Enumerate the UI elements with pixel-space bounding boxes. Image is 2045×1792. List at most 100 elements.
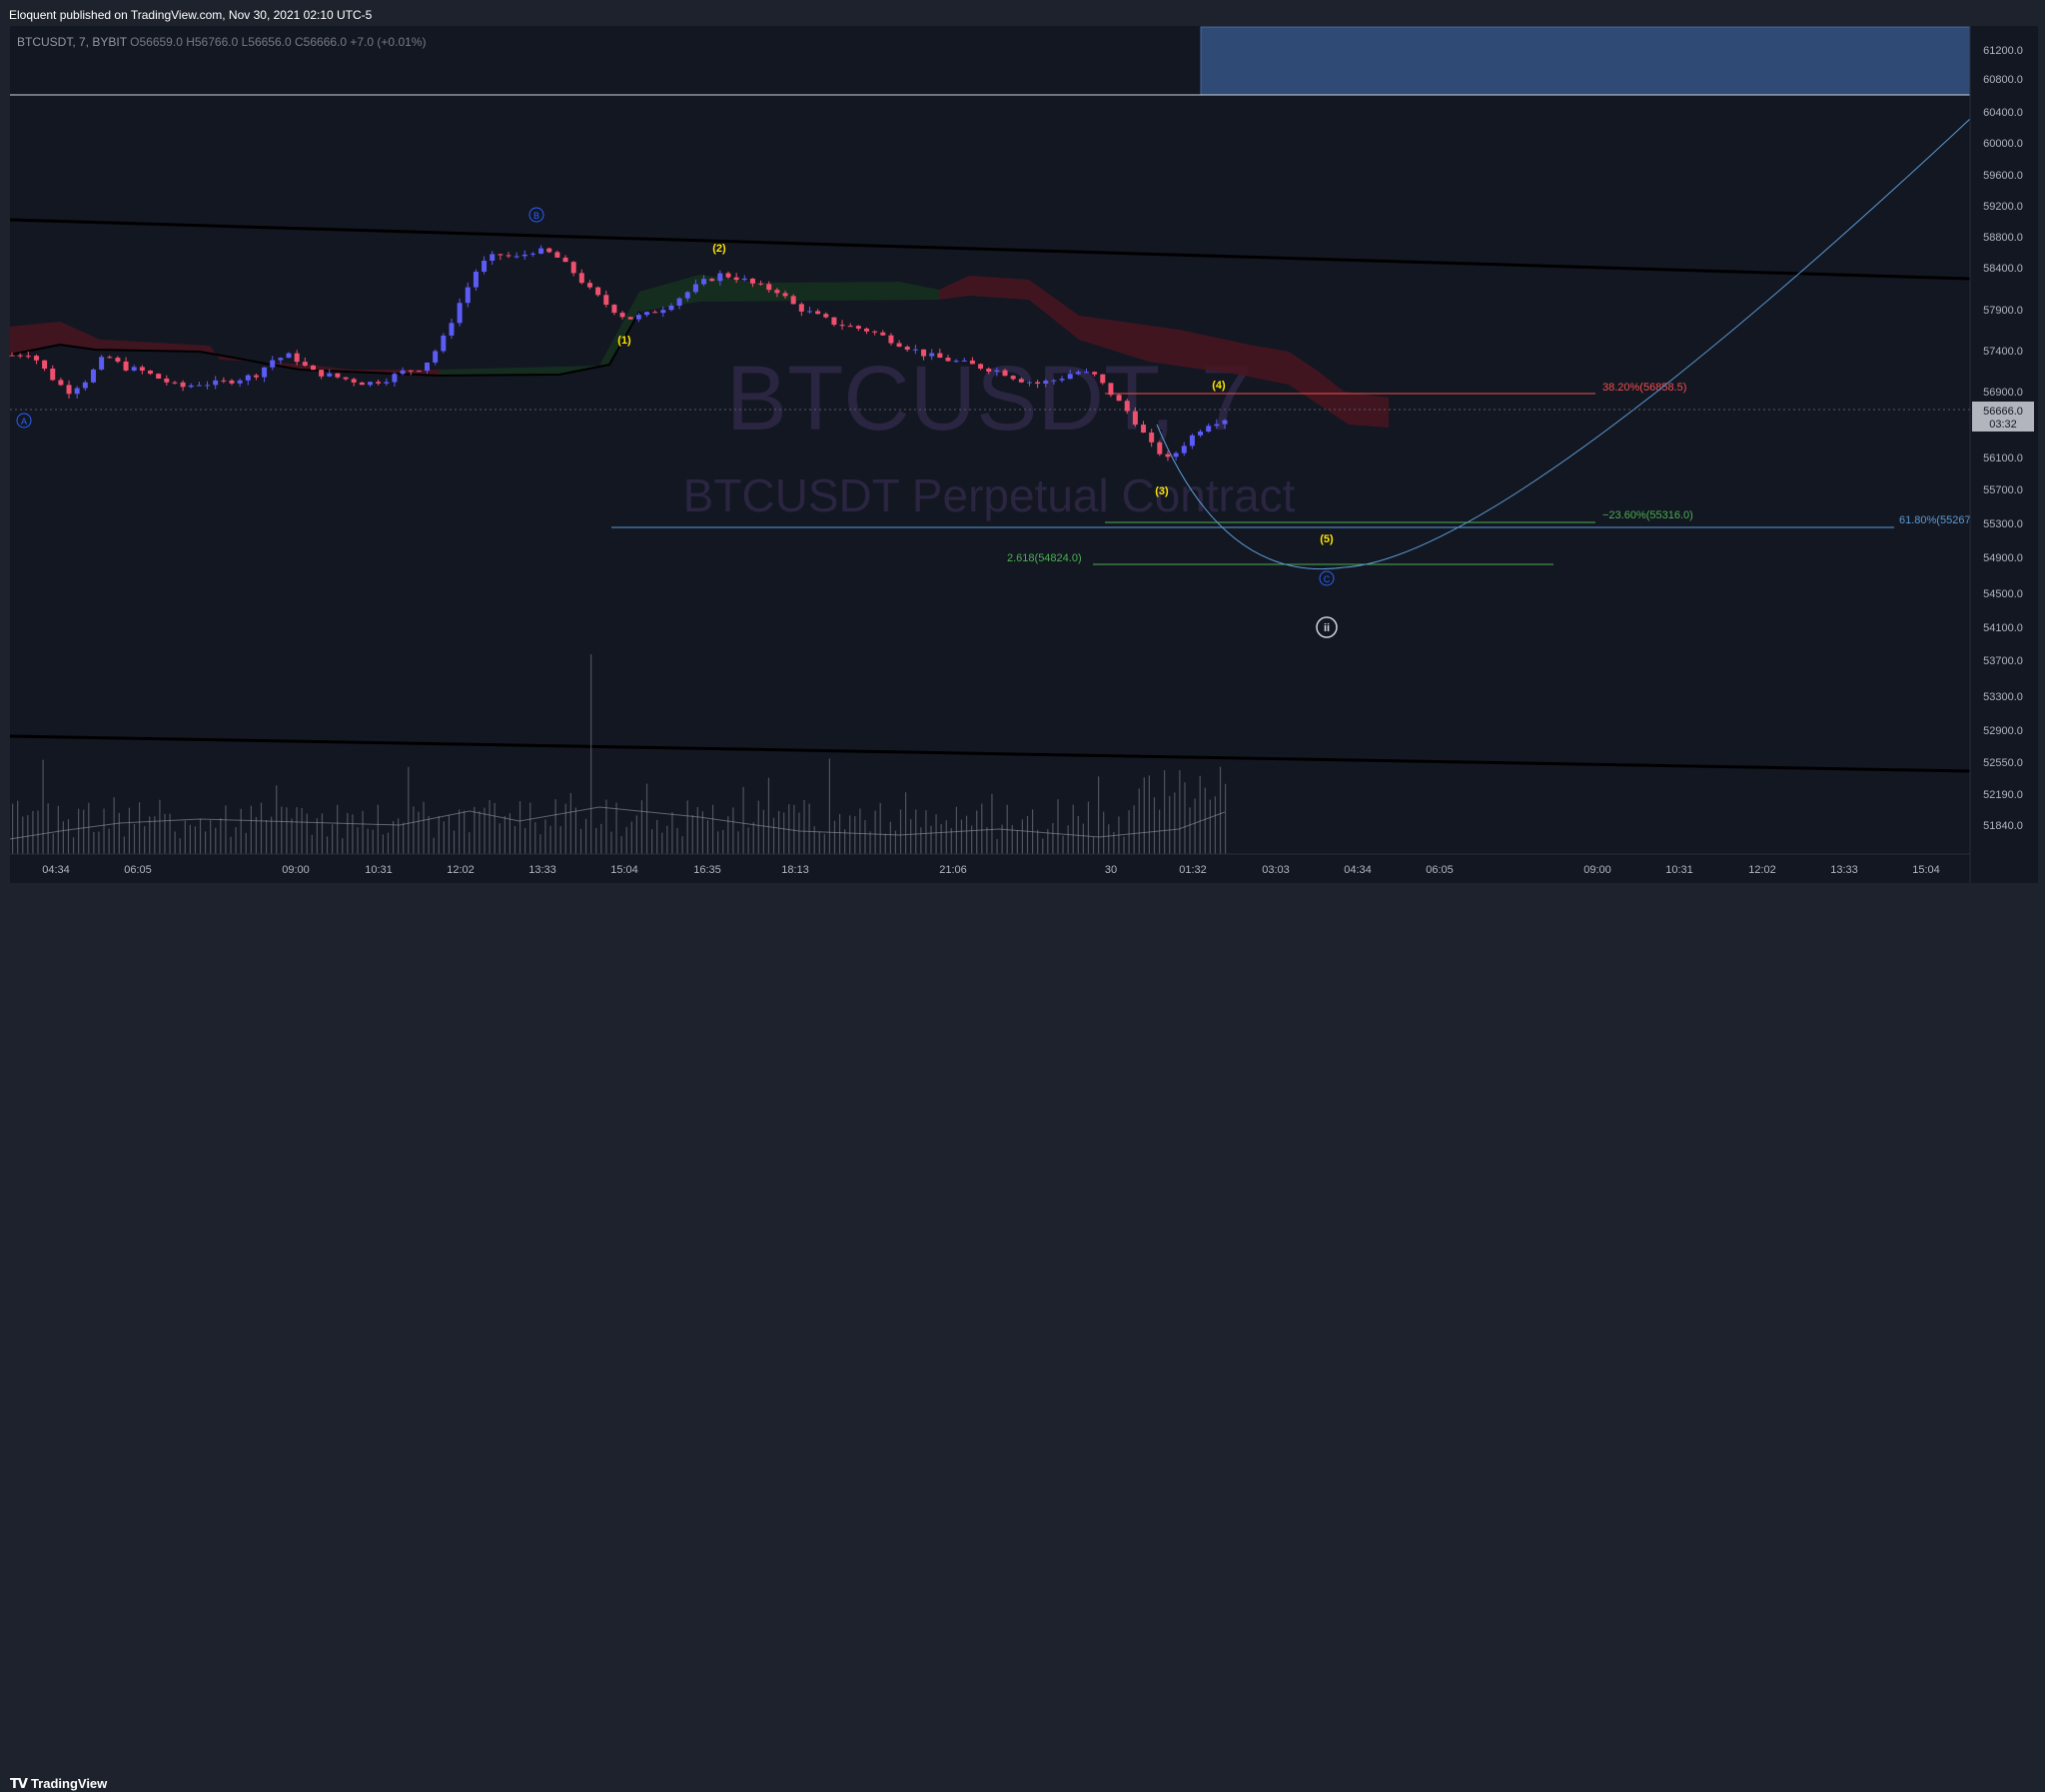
candle-body[interactable]: [1092, 372, 1098, 375]
candle-body[interactable]: [961, 360, 967, 362]
candle-body[interactable]: [872, 331, 878, 333]
chart-panel[interactable]: [10, 26, 2038, 883]
candle-body[interactable]: [253, 375, 259, 378]
candle-body[interactable]: [384, 382, 390, 384]
candle-body[interactable]: [1189, 435, 1195, 447]
candle-body[interactable]: [815, 311, 821, 315]
candle-body[interactable]: [586, 283, 592, 288]
candle-body[interactable]: [1141, 425, 1147, 434]
candle-body[interactable]: [888, 335, 894, 344]
candle-body[interactable]: [1035, 382, 1041, 385]
candle-body[interactable]: [172, 382, 178, 384]
lower-trendline[interactable]: [9, 734, 1971, 773]
candle-body[interactable]: [376, 382, 382, 384]
candle-body[interactable]: [1018, 379, 1024, 383]
candle-body[interactable]: [709, 279, 715, 282]
candle-body[interactable]: [684, 292, 690, 299]
candle-body[interactable]: [611, 305, 617, 314]
candle-body[interactable]: [213, 380, 219, 386]
candle-body[interactable]: [823, 314, 829, 318]
candle-body[interactable]: [635, 315, 641, 320]
candle-body[interactable]: [343, 377, 349, 380]
candle-body[interactable]: [205, 385, 211, 387]
candle-body[interactable]: [1043, 381, 1049, 385]
candle-body[interactable]: [319, 370, 325, 377]
candle-body[interactable]: [1100, 374, 1106, 384]
candle-body[interactable]: [595, 287, 601, 296]
candle-body[interactable]: [692, 284, 698, 293]
candle-body[interactable]: [433, 351, 439, 363]
candle-body[interactable]: [17, 355, 23, 357]
candle-body[interactable]: [521, 254, 527, 257]
candle-body[interactable]: [99, 357, 105, 370]
candle-body[interactable]: [90, 369, 96, 383]
candle-body[interactable]: [449, 323, 455, 336]
candle-body[interactable]: [188, 385, 194, 388]
candle-body[interactable]: [929, 353, 935, 357]
projection-curve[interactable]: [1156, 118, 1971, 570]
candle-body[interactable]: [131, 367, 137, 371]
candle-body[interactable]: [262, 367, 268, 378]
candle-body[interactable]: [82, 382, 88, 389]
candle-body[interactable]: [660, 310, 666, 314]
candle-body[interactable]: [603, 295, 609, 306]
candle-body[interactable]: [912, 349, 918, 351]
candle-body[interactable]: [1198, 432, 1204, 436]
price-range-box[interactable]: [1200, 26, 1971, 96]
candle-body[interactable]: [1149, 433, 1155, 443]
candle-body[interactable]: [351, 379, 357, 383]
candle-body[interactable]: [408, 370, 414, 372]
candle-body[interactable]: [921, 349, 927, 357]
candle-body[interactable]: [1075, 372, 1081, 375]
candle-body[interactable]: [668, 305, 674, 311]
candle-body[interactable]: [327, 373, 333, 377]
candle-body[interactable]: [367, 382, 373, 386]
candle-body[interactable]: [1214, 424, 1220, 427]
candle-body[interactable]: [1002, 370, 1008, 377]
candle-body[interactable]: [627, 317, 633, 320]
candle-body[interactable]: [790, 296, 796, 305]
candle-body[interactable]: [1067, 374, 1073, 380]
symbol-legend[interactable]: BTCUSDT, 7, BYBIT O56659.0 H56766.0 L566…: [17, 35, 426, 49]
candle-body[interactable]: [506, 255, 511, 257]
candle-body[interactable]: [490, 254, 496, 261]
candle-body[interactable]: [766, 284, 772, 291]
candle-body[interactable]: [570, 262, 576, 274]
candle-body[interactable]: [1157, 442, 1163, 454]
candle-body[interactable]: [774, 290, 780, 294]
candle-body[interactable]: [994, 370, 1000, 372]
candle-body[interactable]: [425, 362, 431, 372]
candle-body[interactable]: [74, 388, 80, 395]
candle-body[interactable]: [107, 357, 113, 359]
candle-body[interactable]: [139, 367, 145, 372]
candle-body[interactable]: [937, 353, 943, 359]
candle-body[interactable]: [538, 248, 544, 254]
candle-body[interactable]: [1010, 376, 1016, 380]
candle-body[interactable]: [986, 369, 992, 372]
candle-body[interactable]: [123, 361, 129, 371]
candle-body[interactable]: [644, 312, 650, 316]
candle-body[interactable]: [904, 347, 910, 351]
candle-body[interactable]: [25, 356, 31, 358]
candle-body[interactable]: [945, 358, 951, 362]
candle-body[interactable]: [245, 375, 251, 381]
legend-symbol[interactable]: BTCUSDT, 7, BYBIT: [17, 35, 127, 49]
candle-body[interactable]: [839, 325, 845, 327]
candle-body[interactable]: [9, 355, 15, 357]
candle-body[interactable]: [1108, 383, 1114, 396]
candle-body[interactable]: [482, 260, 488, 272]
tradingview-logo[interactable]: 𝗧𝗩 TradingView: [10, 1776, 107, 1792]
candle-body[interactable]: [847, 326, 853, 328]
time-scale-ticks[interactable]: 04:34 06:05 09:00 10:31 12:02 13:33 15:04 16:35…: [42, 864, 1940, 876]
candle-body[interactable]: [806, 311, 812, 313]
candle-body[interactable]: [652, 312, 658, 314]
candle-body[interactable]: [578, 273, 584, 284]
candle-body[interactable]: [546, 248, 552, 253]
candle-body[interactable]: [115, 358, 121, 362]
candle-body[interactable]: [1132, 411, 1138, 426]
candle-body[interactable]: [1051, 380, 1057, 382]
candle-body[interactable]: [359, 382, 365, 386]
candle-body[interactable]: [1026, 382, 1032, 384]
candle-body[interactable]: [1083, 372, 1089, 374]
candle-body[interactable]: [831, 317, 837, 326]
